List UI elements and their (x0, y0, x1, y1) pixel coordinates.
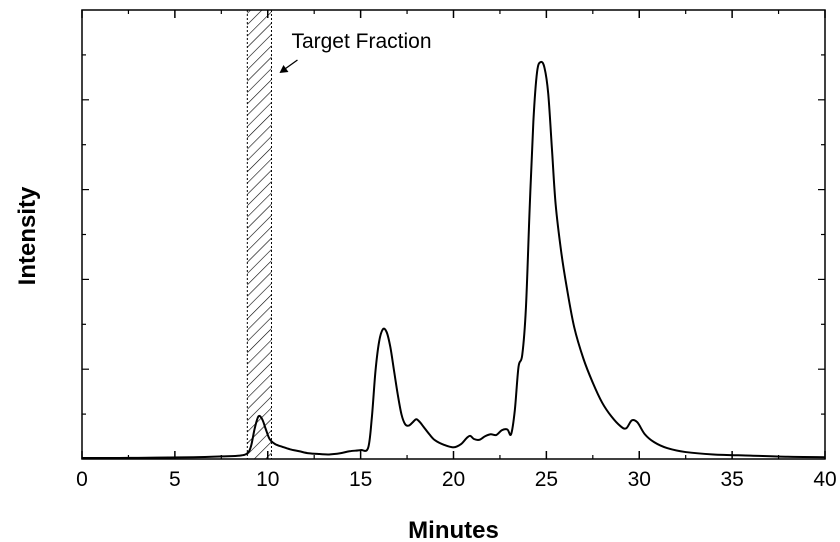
annotation-label: Target Fraction (291, 30, 431, 53)
annotation-arrowhead (279, 65, 289, 73)
x-tick-label: 0 (76, 468, 88, 491)
x-tick-label: 10 (256, 468, 279, 491)
x-tick-label: 25 (535, 468, 558, 491)
x-tick-label: 35 (720, 468, 743, 491)
x-tick-label: 30 (628, 468, 651, 491)
x-tick-label: 5 (169, 468, 181, 491)
y-axis-title: Intensity (14, 186, 41, 285)
series-line-0 (81, 60, 826, 460)
x-tick-label: 40 (813, 468, 836, 491)
target-fraction-region (247, 10, 272, 459)
x-tick-label: 15 (349, 468, 372, 491)
x-tick-label: 20 (442, 468, 465, 491)
x-axis-title: Minutes (408, 517, 499, 542)
plot-frame (81, 9, 826, 460)
